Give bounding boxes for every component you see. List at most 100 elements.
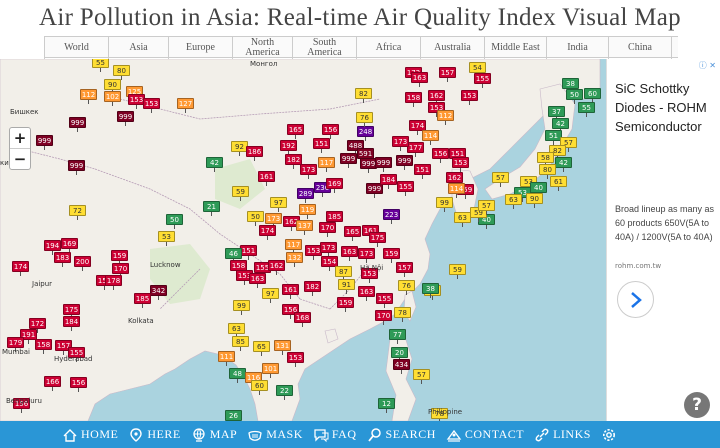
aqi-marker[interactable]: 151 <box>414 164 431 179</box>
aqi-marker[interactable]: 117 <box>285 239 302 254</box>
nav-faq[interactable]: FAQ <box>313 427 357 443</box>
aqi-marker[interactable]: 97 <box>262 288 279 303</box>
aqi-marker[interactable]: 101 <box>262 363 279 378</box>
aqi-marker[interactable]: 170 <box>319 222 336 237</box>
aqi-marker[interactable]: 112 <box>437 110 454 125</box>
aqi-marker[interactable]: 157 <box>55 340 72 355</box>
aqi-marker[interactable]: 161 <box>258 171 275 186</box>
tab-africa[interactable]: Africa <box>356 37 420 59</box>
nav-here[interactable]: HERE <box>128 427 180 443</box>
aqi-marker[interactable]: 342 <box>150 285 167 300</box>
aqi-marker[interactable]: 153 <box>428 102 445 117</box>
aqi-marker[interactable]: 38 <box>422 283 439 298</box>
aqi-marker[interactable]: 999 <box>366 183 383 198</box>
tab-south-america[interactable]: South America <box>292 37 356 59</box>
aqi-marker[interactable]: 57 <box>492 172 509 187</box>
aqi-marker[interactable]: 26 <box>225 410 242 421</box>
aqi-marker[interactable]: 99 <box>436 197 453 212</box>
aqi-marker[interactable]: 63 <box>454 212 471 227</box>
aqi-marker[interactable]: 80 <box>539 164 556 179</box>
aqi-marker[interactable]: 119 <box>299 204 316 219</box>
aqi-marker[interactable]: 132 <box>286 252 303 267</box>
aqi-marker[interactable]: 157 <box>439 67 456 82</box>
nav-mask[interactable]: MASK <box>247 427 303 443</box>
aqi-marker[interactable]: 57 <box>560 137 577 152</box>
aqi-marker[interactable]: 173 <box>320 242 337 257</box>
aqi-marker[interactable]: 172 <box>29 318 46 333</box>
aqi-marker[interactable]: 173 <box>392 136 409 151</box>
zoom-in-button[interactable]: + <box>10 128 30 149</box>
aqi-marker[interactable]: 159 <box>111 250 128 265</box>
ad-cta-button[interactable] <box>617 281 654 318</box>
aqi-marker[interactable]: 159 <box>337 297 354 312</box>
aqi-marker[interactable]: 191 <box>20 329 37 344</box>
aqi-marker[interactable]: 91 <box>338 279 355 294</box>
aqi-marker[interactable]: 186 <box>246 146 263 161</box>
tab-asia[interactable]: Asia <box>108 37 168 59</box>
aqi-marker[interactable]: 21 <box>203 201 220 216</box>
aqi-marker[interactable]: 50 <box>566 89 583 104</box>
aqi-marker[interactable]: 999 <box>375 157 392 172</box>
tab-china[interactable]: China <box>608 37 672 59</box>
aqi-marker[interactable]: 177 <box>407 142 424 157</box>
tab-world[interactable]: World <box>44 37 108 59</box>
aqi-marker[interactable]: 175 <box>63 304 80 319</box>
aqi-marker[interactable]: 42 <box>555 157 572 172</box>
aqi-marker[interactable]: 185 <box>326 211 343 226</box>
aqi-marker[interactable]: 434 <box>393 359 410 374</box>
aqi-marker[interactable]: 174 <box>12 261 29 276</box>
aqi-marker[interactable]: 194 <box>44 240 61 255</box>
aqi-marker[interactable]: 163 <box>358 286 375 301</box>
aqi-marker[interactable]: 90 <box>526 193 543 208</box>
aqi-marker[interactable]: 156 <box>432 148 449 163</box>
aqi-marker[interactable]: 112 <box>80 89 97 104</box>
aqi-marker[interactable]: 55 <box>578 102 595 117</box>
aqi-marker[interactable]: 170 <box>375 310 392 325</box>
aqi-marker[interactable]: 40 <box>530 182 547 197</box>
aqi-marker[interactable]: 54 <box>469 62 486 77</box>
tab-north-america[interactable]: North America <box>232 37 292 59</box>
aqi-marker[interactable]: 57 <box>413 369 430 384</box>
aqi-marker[interactable]: 182 <box>304 281 321 296</box>
aqi-marker[interactable]: 999 <box>69 117 86 132</box>
aqi-marker[interactable]: 159 <box>383 248 400 263</box>
aqi-marker[interactable]: 173 <box>358 248 375 263</box>
aqi-marker[interactable]: 174 <box>259 225 276 240</box>
ad-headline[interactable]: SiC Schottky Diodes - ROHM Semiconductor <box>615 81 707 134</box>
aqi-marker[interactable]: 85 <box>232 336 249 351</box>
aqi-marker[interactable]: 999 <box>340 153 357 168</box>
aqi-marker[interactable]: 184 <box>63 316 80 331</box>
tab-europe[interactable]: Europe <box>168 37 232 59</box>
aqi-marker[interactable]: 38 <box>562 78 579 93</box>
aqi-marker[interactable]: 999 <box>117 111 134 126</box>
aqi-marker[interactable]: 165 <box>344 226 361 241</box>
aqi-marker[interactable]: 20 <box>391 347 408 362</box>
aqi-marker[interactable]: 55 <box>92 59 109 72</box>
aqi-marker[interactable]: 163 <box>249 273 266 288</box>
aqi-marker[interactable]: 57 <box>478 200 495 215</box>
aqi-marker[interactable]: 173 <box>265 213 282 228</box>
aqi-marker[interactable]: 60 <box>251 380 268 395</box>
aqi-marker[interactable]: 59 <box>449 264 466 279</box>
aqi-marker[interactable]: 127 <box>177 98 194 113</box>
aqi-marker[interactable]: 63 <box>505 194 522 209</box>
aqi-marker[interactable]: 42 <box>552 118 569 133</box>
aqi-marker[interactable]: 165 <box>287 124 304 139</box>
aqi-marker[interactable]: 162 <box>446 172 463 187</box>
aqi-marker[interactable]: 155 <box>397 181 414 196</box>
aqi-marker[interactable]: 153 <box>461 90 478 105</box>
aqi-marker[interactable]: 162 <box>428 90 445 105</box>
aqi-marker[interactable]: 76 <box>356 112 373 127</box>
aqi-marker[interactable]: 59 <box>232 186 249 201</box>
aqi-marker[interactable]: 184 <box>380 174 397 189</box>
aqi-marker[interactable]: 155 <box>474 73 491 88</box>
aqi-marker[interactable]: 72 <box>69 205 86 220</box>
aqi-marker[interactable]: 151 <box>313 138 330 153</box>
aqi-marker[interactable]: 78 <box>431 408 448 421</box>
nav-links[interactable]: LINKS <box>534 427 591 443</box>
aqi-marker[interactable]: 163 <box>411 72 428 87</box>
aqi-marker[interactable]: 48 <box>229 368 246 383</box>
aqi-marker[interactable]: 37 <box>548 106 565 121</box>
aqi-marker[interactable]: 163 <box>341 246 358 261</box>
aqi-marker[interactable]: 156 <box>282 304 299 319</box>
